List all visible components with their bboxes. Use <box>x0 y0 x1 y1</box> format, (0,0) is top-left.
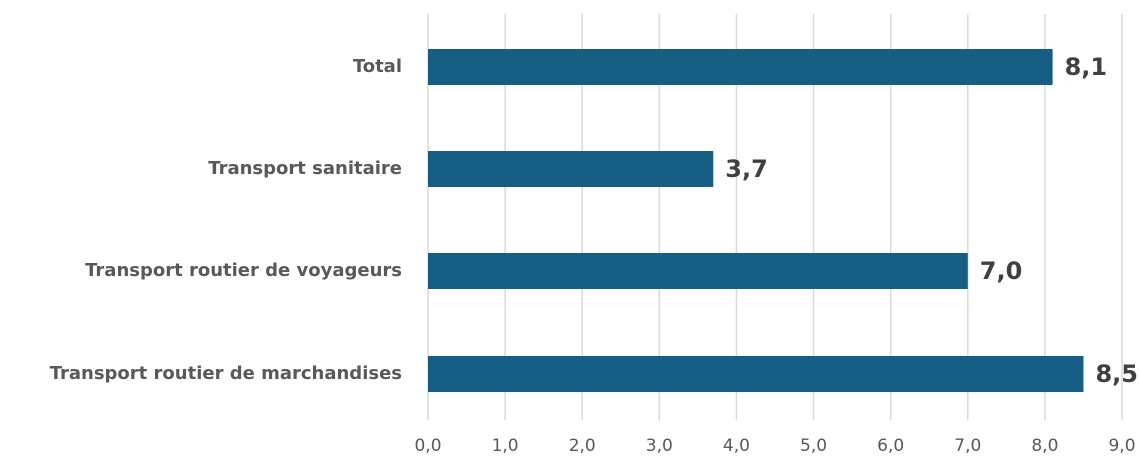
bars <box>428 49 1084 392</box>
category-label: Transport routier de voyageurs <box>85 260 402 281</box>
x-tick-label: 4,0 <box>723 436 750 456</box>
category-labels: Total Transport sanitaire Transport routie… <box>50 56 402 384</box>
data-label: 7,0 <box>980 257 1023 285</box>
category-label: Total <box>353 56 402 77</box>
x-tick-label: 0,0 <box>414 436 441 456</box>
x-axis-tick-labels: 0,0 1,0 2,0 3,0 4,0 5,0 6,0 7,0 8,0 9,0 <box>414 436 1135 456</box>
x-tick-label: 1,0 <box>492 436 519 456</box>
data-labels: 8,1 3,7 7,0 8,5 <box>725 53 1138 388</box>
bar <box>428 49 1053 85</box>
bar <box>428 253 968 289</box>
x-tick-label: 7,0 <box>954 436 981 456</box>
data-label: 8,5 <box>1095 360 1138 388</box>
data-label: 8,1 <box>1065 53 1108 81</box>
x-tick-label: 5,0 <box>800 436 827 456</box>
bar <box>428 151 714 187</box>
x-tick-label: 9,0 <box>1108 436 1135 456</box>
data-label: 3,7 <box>725 155 768 183</box>
x-tick-label: 3,0 <box>646 436 673 456</box>
bar <box>428 356 1084 392</box>
category-label: Transport sanitaire <box>208 158 402 179</box>
x-tick-label: 2,0 <box>569 436 596 456</box>
x-tick-label: 6,0 <box>877 436 904 456</box>
category-label: Transport routier de marchandises <box>50 363 402 384</box>
x-tick-label: 8,0 <box>1031 436 1058 456</box>
